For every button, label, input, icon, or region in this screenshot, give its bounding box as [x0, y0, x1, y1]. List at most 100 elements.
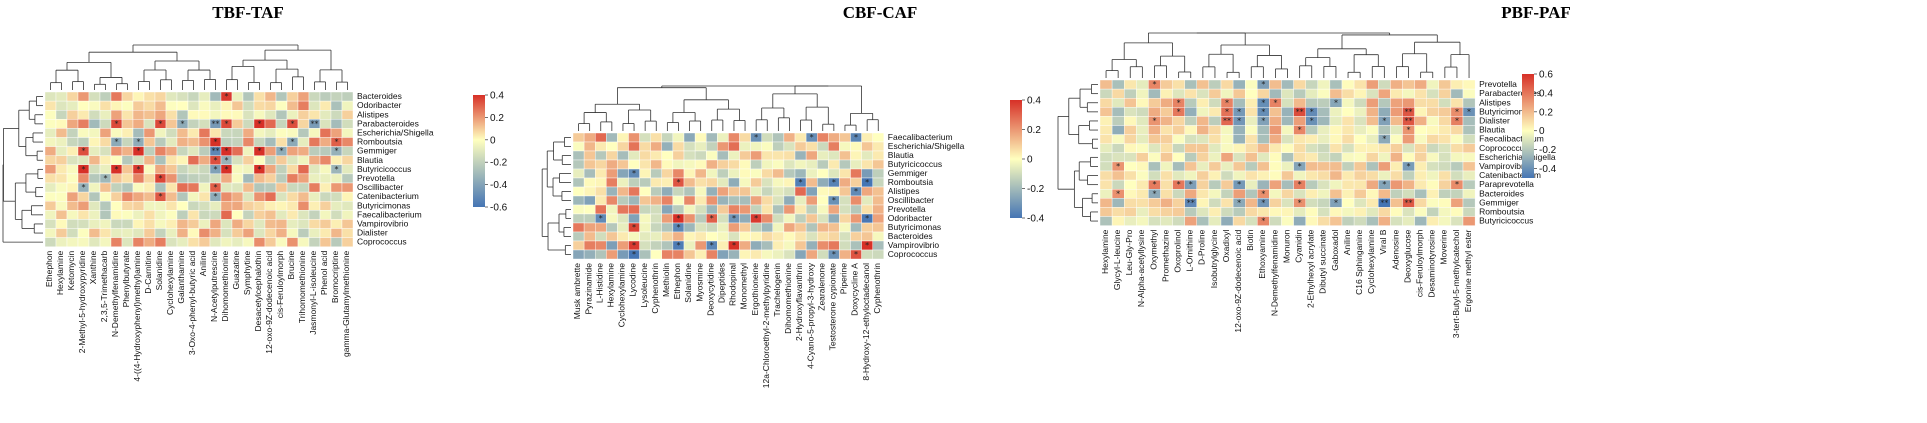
significance-mark: **	[1405, 198, 1413, 207]
column-label: Biotin	[1245, 229, 1255, 251]
heatmap-cell	[55, 191, 68, 202]
heatmap-cell	[750, 150, 762, 161]
heatmap-cell	[706, 204, 718, 215]
significance-mark: **	[1405, 107, 1413, 116]
heatmap-cell	[1123, 198, 1137, 208]
heatmap-cell	[1099, 161, 1113, 172]
heatmap-cell	[231, 146, 244, 156]
heatmap-cell	[861, 159, 873, 170]
colorbar-tick-label: 0	[1539, 126, 1545, 137]
heatmap-cell	[1269, 152, 1282, 163]
significance-mark: *	[115, 138, 119, 147]
heatmap-cell	[1244, 134, 1258, 144]
heatmap-cell	[1136, 188, 1149, 199]
heatmap-cell	[572, 213, 585, 224]
heatmap-cell	[1220, 198, 1234, 208]
heatmap-cell	[143, 219, 156, 229]
heatmap-cell	[1111, 179, 1125, 190]
heatmap-cell	[1196, 188, 1210, 199]
heatmap-cell	[44, 182, 57, 193]
heatmap-cell	[1232, 125, 1246, 135]
heatmap-cell	[44, 155, 57, 165]
heatmap-panel-cbf-caf: CBF-CAF * * *** * * **** * * * * ** ** * * * ** * * Faeca…	[541, 3, 1045, 388]
heatmap-cell	[1341, 179, 1355, 190]
heatmap-cell	[672, 204, 685, 215]
heatmap-cell	[1232, 188, 1246, 199]
column-label: Dihomomethionine	[220, 250, 230, 321]
row-label: Butyricicoccus	[1479, 216, 1533, 226]
heatmap-cell	[1293, 152, 1306, 163]
row-label: Faecalibacterium	[1479, 134, 1544, 144]
heatmap-cell	[154, 219, 167, 229]
heatmap-cell	[817, 141, 829, 152]
heatmap-cell	[154, 91, 167, 102]
heatmap-cell	[1196, 179, 1210, 190]
heatmap-cell	[739, 249, 751, 260]
heatmap-cell	[572, 195, 585, 206]
column-label: Isobutrylglycine	[1209, 229, 1219, 288]
heatmap-cell	[1329, 125, 1343, 135]
heatmap-cell	[1293, 170, 1306, 181]
heatmap-cell	[231, 219, 244, 229]
heatmap-cell	[55, 155, 68, 165]
heatmap-cell	[77, 173, 90, 184]
heatmap-cell	[55, 91, 68, 102]
heatmap-cell	[132, 109, 145, 120]
significance-mark: *	[1261, 98, 1265, 107]
heatmap-cell	[1305, 97, 1318, 108]
heatmap-cell	[650, 195, 663, 206]
heatmap-cell	[66, 237, 79, 247]
column-label: Deoxyglucose	[1402, 229, 1412, 283]
heatmap-cell	[850, 213, 862, 224]
heatmap-cell	[1353, 116, 1367, 126]
heatmap-cell	[1208, 88, 1222, 99]
heatmap-cell	[750, 231, 762, 242]
heatmap-cell	[606, 195, 618, 206]
heatmap-cell	[242, 191, 255, 202]
heatmap-cell	[872, 168, 885, 179]
heatmap-cell	[772, 177, 785, 188]
heatmap-cell	[1099, 88, 1113, 99]
heatmap-cell	[187, 137, 200, 147]
heatmap-cell	[628, 150, 640, 161]
heatmap-cell	[817, 213, 829, 224]
column-label: Desacetylcephalothin	[253, 250, 263, 331]
colorbar-tick-label: 0	[490, 135, 496, 146]
heatmap-cell	[1426, 207, 1439, 217]
column-label: 3-tert-Butyl-5-methylcatechol	[1451, 229, 1461, 338]
heatmap-cell	[143, 119, 156, 129]
significance-mark: *	[1225, 107, 1229, 116]
heatmap-cell	[209, 173, 222, 184]
heatmap-cell	[683, 186, 696, 197]
heatmap-cell	[617, 141, 629, 152]
heatmap-cell	[572, 177, 585, 188]
heatmap-cell	[1438, 88, 1452, 99]
heatmap-cell	[66, 219, 79, 229]
heatmap-cell	[617, 177, 629, 188]
heatmap-cell	[694, 231, 707, 242]
colorbar-tick-label: -0.2	[1027, 184, 1045, 195]
heatmap-cell	[66, 228, 79, 238]
row-labels: PrevotellaParabacteroidesAlistipesButyri…	[1479, 79, 1556, 226]
heatmap-cell	[717, 141, 729, 152]
significance-mark: *	[1152, 80, 1156, 89]
heatmap-cell	[817, 150, 829, 161]
heatmap-cell	[1196, 97, 1210, 108]
heatmap-cell	[1426, 107, 1439, 117]
significance-mark: *	[1261, 80, 1265, 89]
heatmap-cell	[1099, 79, 1113, 90]
heatmap-cell	[1305, 161, 1318, 172]
heatmap-cell	[1438, 125, 1452, 135]
heatmap-cell	[828, 222, 840, 233]
heatmap-cell	[143, 182, 156, 193]
heatmap-cell	[717, 249, 729, 260]
heatmap-cell	[839, 132, 851, 143]
significance-mark: *	[865, 214, 869, 223]
colorbar-tick-label: -0.4	[1027, 214, 1045, 225]
heatmap-cell	[1111, 88, 1125, 99]
heatmap-cell	[750, 168, 762, 179]
significance-mark: *	[1237, 198, 1241, 207]
column-label: 2-Ethylhexyl acrylate	[1306, 229, 1316, 308]
row-label: Bacteroides	[357, 91, 402, 101]
heatmap-cell	[1172, 116, 1185, 126]
